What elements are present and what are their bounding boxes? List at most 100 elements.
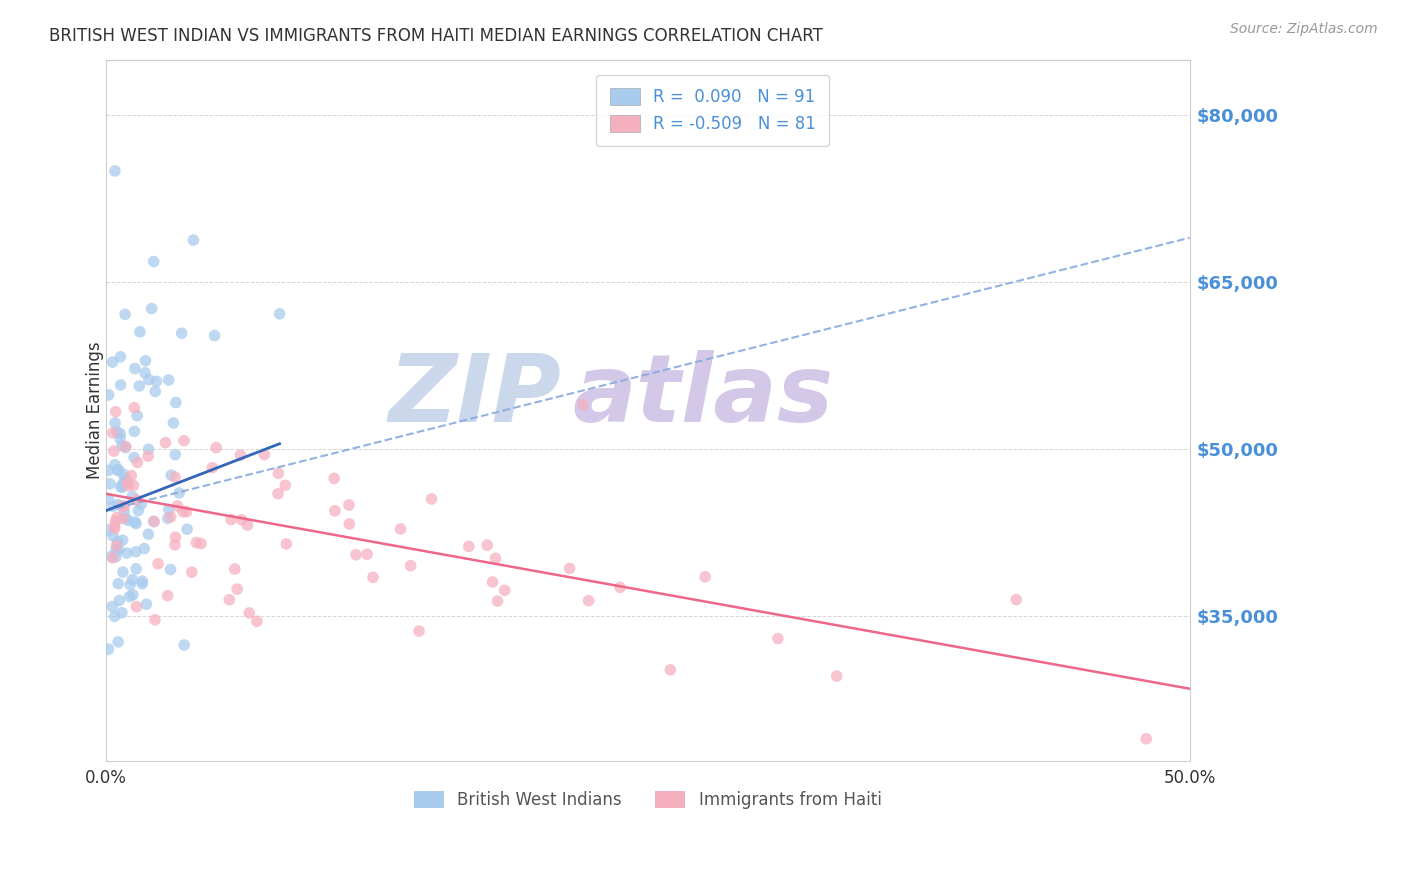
Point — [136, 449, 159, 463]
Point — [103, 518, 125, 533]
Point — [114, 441, 136, 455]
Text: ZIP: ZIP — [388, 351, 561, 442]
Point — [389, 522, 412, 536]
Point — [117, 478, 139, 492]
Point — [124, 515, 146, 529]
Point — [159, 510, 181, 524]
Point — [323, 471, 346, 485]
Point — [127, 503, 149, 517]
Point — [457, 540, 479, 554]
Point — [609, 580, 631, 594]
Point — [101, 599, 124, 614]
Point — [486, 594, 509, 608]
Point — [112, 499, 135, 513]
Point — [110, 378, 132, 392]
Point — [128, 379, 150, 393]
Point — [176, 522, 198, 536]
Point — [138, 527, 160, 541]
Point — [145, 375, 167, 389]
Point — [578, 593, 600, 607]
Point — [134, 366, 156, 380]
Point — [344, 548, 367, 562]
Point — [399, 558, 422, 573]
Point — [167, 486, 190, 500]
Point — [118, 590, 141, 604]
Point — [112, 475, 135, 489]
Point — [218, 592, 240, 607]
Point — [101, 499, 124, 513]
Y-axis label: Median Earnings: Median Earnings — [86, 342, 104, 479]
Legend: British West Indians, Immigrants from Haiti: British West Indians, Immigrants from Ha… — [408, 784, 889, 816]
Point — [125, 516, 148, 531]
Point — [408, 624, 430, 638]
Point — [114, 472, 136, 486]
Point — [115, 546, 138, 560]
Point — [246, 615, 269, 629]
Point — [825, 669, 848, 683]
Text: BRITISH WEST INDIAN VS IMMIGRANTS FROM HAITI MEDIAN EARNINGS CORRELATION CHART: BRITISH WEST INDIAN VS IMMIGRANTS FROM H… — [49, 27, 823, 45]
Point — [124, 425, 146, 439]
Point — [104, 458, 127, 472]
Point — [231, 513, 253, 527]
Point — [112, 467, 135, 481]
Point — [226, 582, 249, 596]
Point — [122, 401, 145, 415]
Point — [97, 388, 120, 402]
Point — [131, 577, 153, 591]
Point — [111, 480, 134, 494]
Point — [165, 470, 187, 484]
Point — [104, 521, 127, 535]
Point — [110, 480, 132, 494]
Point — [477, 538, 499, 552]
Point — [103, 444, 125, 458]
Point — [111, 565, 134, 579]
Point — [141, 301, 163, 316]
Point — [155, 435, 177, 450]
Point — [107, 635, 129, 649]
Point — [105, 510, 128, 524]
Point — [111, 499, 134, 513]
Point — [108, 593, 131, 607]
Point — [97, 642, 120, 657]
Point — [1135, 731, 1157, 746]
Point — [103, 529, 125, 543]
Point — [205, 441, 228, 455]
Point — [97, 491, 120, 506]
Point — [558, 561, 581, 575]
Point — [219, 513, 242, 527]
Point — [186, 535, 208, 549]
Point — [766, 632, 789, 646]
Point — [134, 541, 156, 556]
Point — [108, 426, 131, 441]
Point — [108, 432, 131, 446]
Point — [162, 416, 184, 430]
Point — [659, 663, 682, 677]
Point — [107, 463, 129, 477]
Point — [124, 361, 146, 376]
Point — [160, 468, 183, 483]
Point — [114, 440, 136, 454]
Point — [127, 455, 149, 469]
Point — [127, 409, 149, 423]
Point — [125, 545, 148, 559]
Point — [142, 254, 165, 268]
Point — [111, 533, 134, 548]
Point — [183, 233, 205, 247]
Point — [253, 448, 276, 462]
Point — [236, 518, 259, 533]
Point — [267, 487, 290, 501]
Point — [104, 549, 127, 564]
Point — [156, 589, 179, 603]
Point — [111, 438, 134, 452]
Point — [107, 462, 129, 476]
Text: atlas: atlas — [572, 351, 834, 442]
Point — [125, 492, 148, 507]
Point — [143, 613, 166, 627]
Point — [695, 570, 717, 584]
Point — [165, 530, 187, 544]
Point — [337, 498, 360, 512]
Point — [104, 609, 127, 624]
Point — [101, 355, 124, 369]
Point — [114, 307, 136, 321]
Point — [107, 498, 129, 512]
